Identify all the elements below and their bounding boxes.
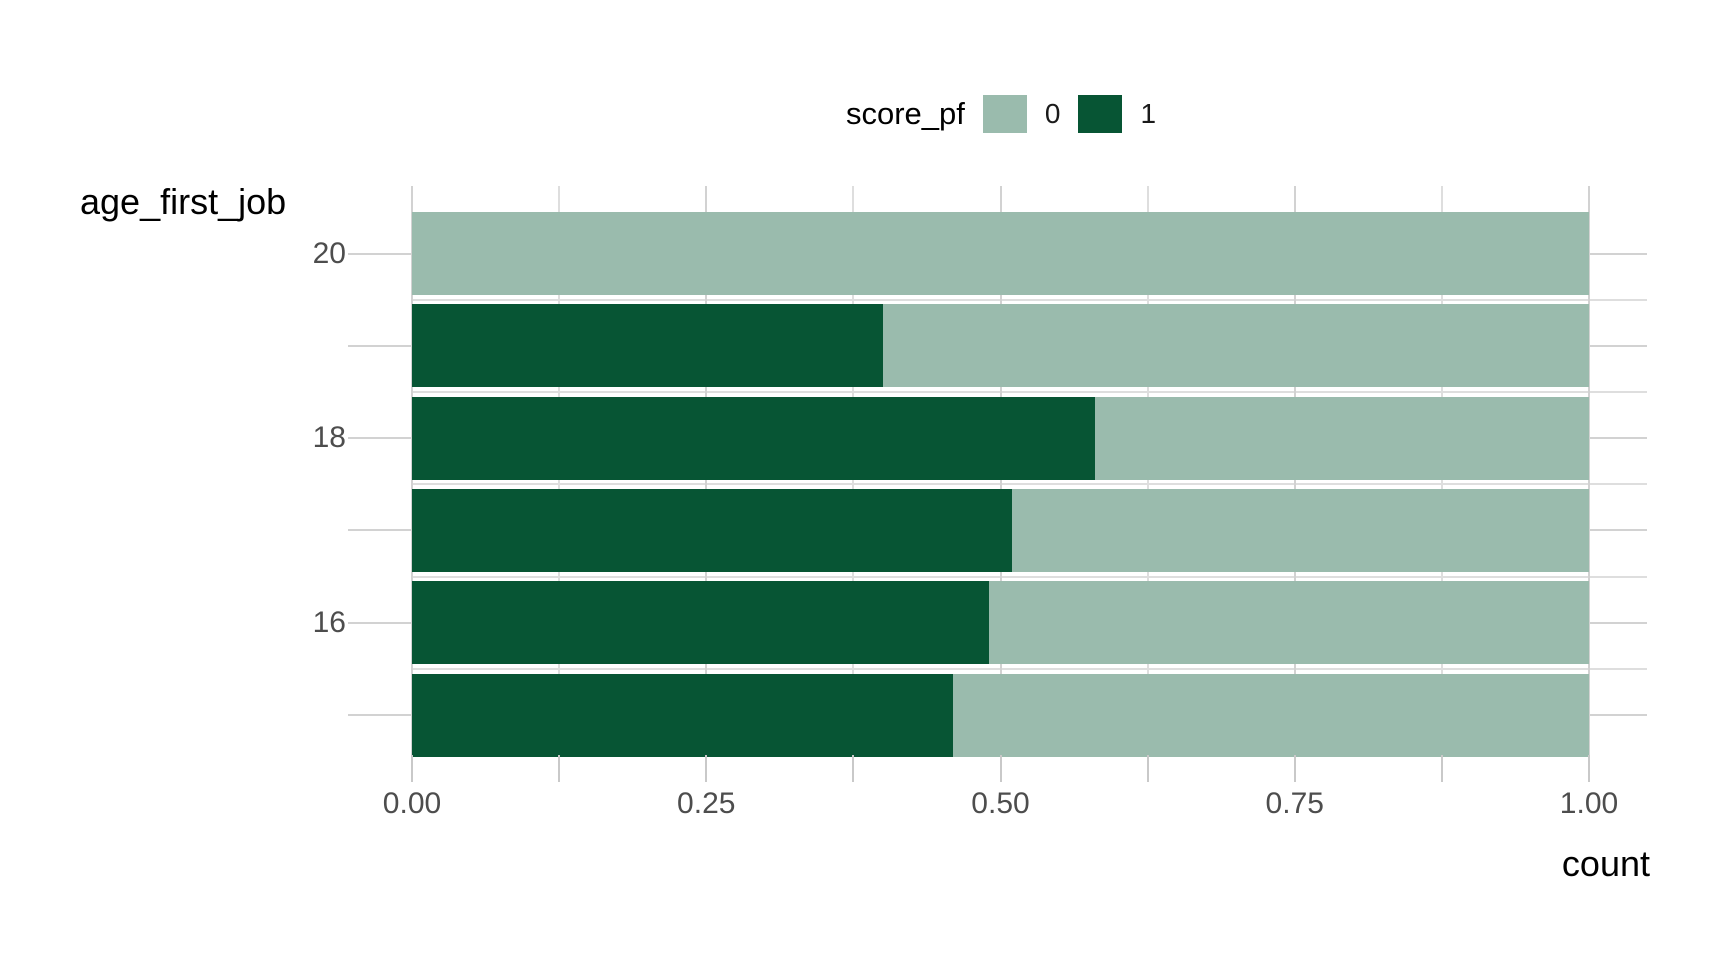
y-tick-label: 20	[312, 236, 346, 270]
x-axis-tick	[1440, 755, 1443, 782]
bar-segment-score0	[988, 581, 1589, 665]
bar-segment-score1	[412, 304, 883, 388]
x-axis-tick	[1293, 755, 1296, 782]
gridline-y-minor	[412, 390, 1647, 393]
x-tick-label: 0.75	[1265, 787, 1324, 820]
x-tick-label: 0.50	[971, 787, 1030, 820]
legend-swatch-1	[1078, 95, 1123, 133]
bar-segment-score0	[1094, 396, 1589, 480]
x-tick-label: 1.00	[1559, 787, 1619, 820]
x-axis-tick	[1146, 755, 1149, 782]
bar-segment-score1	[412, 581, 989, 665]
x-tick-label: 0.25	[677, 787, 736, 820]
x-axis-tick	[558, 755, 561, 782]
x-axis-tick	[1588, 755, 1590, 782]
legend-label-1: 1	[1140, 98, 1157, 129]
legend-label-0: 0	[1044, 98, 1061, 129]
gridline-y-minor	[412, 298, 1647, 301]
gridline-y-minor	[412, 483, 1647, 486]
x-axis-title: count	[1561, 843, 1650, 884]
x-axis-tick	[999, 755, 1002, 782]
bar-segment-score1	[412, 488, 1013, 572]
gridline-y-minor	[412, 667, 1647, 670]
y-tick-label: 16	[312, 605, 346, 639]
legend-swatch-0	[982, 95, 1027, 133]
bar-segment-score0	[1012, 488, 1589, 572]
bar-segment-score0	[882, 304, 1589, 388]
x-tick-label: 0.00	[382, 787, 442, 820]
y-tick-label: 18	[312, 421, 346, 455]
y-axis-title: age_first_job	[80, 181, 287, 222]
bar-segment-score0	[412, 212, 1589, 295]
x-axis-tick	[705, 755, 708, 782]
legend-title: score_pf	[845, 96, 965, 131]
gridline-x-major	[1588, 186, 1590, 755]
gridline-y-minor	[412, 575, 1647, 578]
bar-segment-score0	[953, 673, 1589, 757]
x-axis-tick	[411, 755, 413, 782]
x-axis-tick	[852, 755, 855, 782]
legend: score_pf 0 1	[355, 92, 1647, 136]
bar-segment-score1	[412, 673, 954, 757]
bar-segment-score1	[412, 396, 1095, 480]
